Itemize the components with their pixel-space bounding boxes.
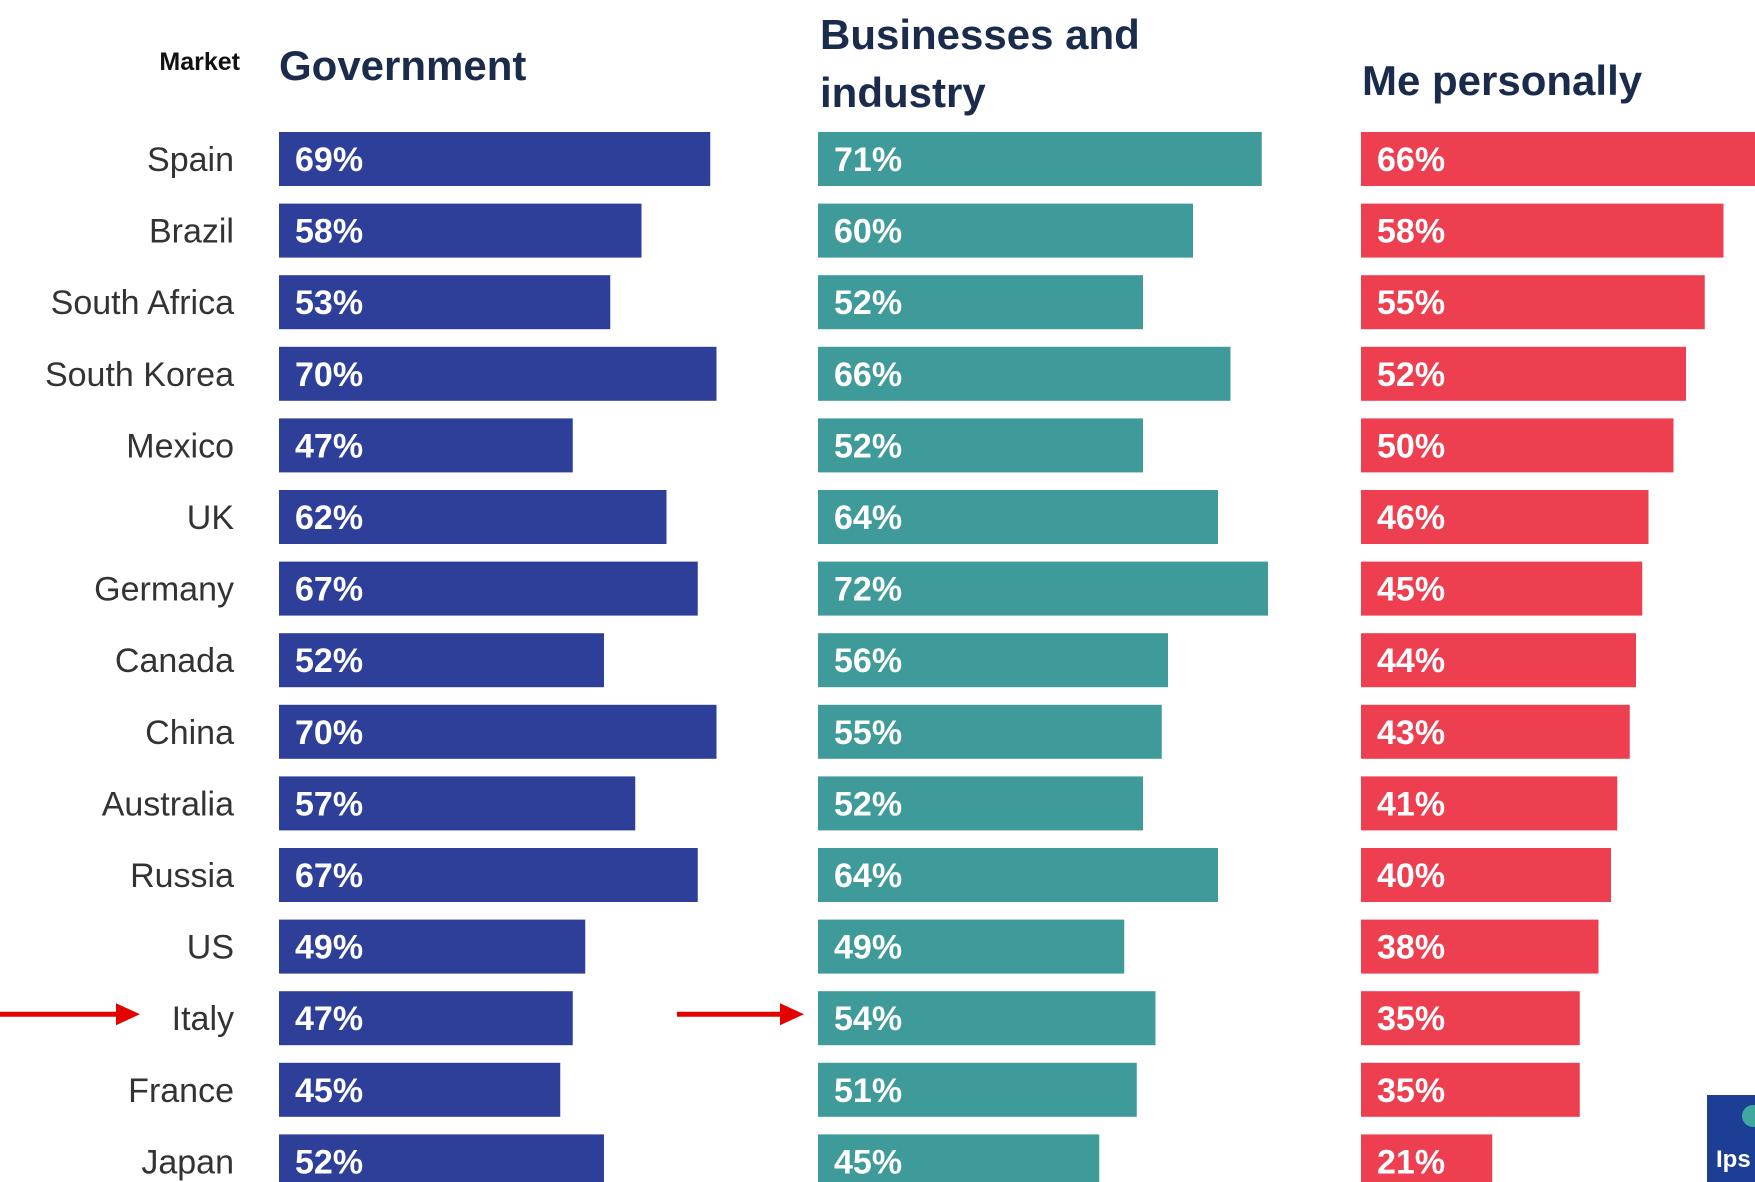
data-label-government-germany: 67% <box>295 571 363 609</box>
data-label-government-uk: 62% <box>295 499 363 537</box>
category-label-china: China <box>145 714 234 752</box>
red-arrow-left <box>0 1003 140 1025</box>
data-label-government-japan: 52% <box>295 1143 363 1181</box>
data-label-me-personally-japan: 21% <box>1377 1143 1445 1181</box>
data-label-me-personally-australia: 41% <box>1377 785 1445 823</box>
category-labels: Spain Brazil South Africa South Korea Mexico… <box>45 141 234 1181</box>
data-label-businesses-and-industry-russia: 64% <box>834 857 902 895</box>
data-label-me-personally-us: 38% <box>1377 929 1445 967</box>
data-label-businesses-and-industry-uk: 64% <box>834 499 902 537</box>
data-label-me-personally-mexico: 50% <box>1377 427 1445 465</box>
series-header-businesses-and-industry: Businesses and industry <box>820 11 1140 116</box>
data-label-me-personally-spain: 66% <box>1377 141 1445 179</box>
data-label-businesses-and-industry-south-korea: 66% <box>834 356 902 394</box>
data-label-government-south-korea: 70% <box>295 356 363 394</box>
data-label-government-france: 45% <box>295 1072 363 1110</box>
data-label-government-brazil: 58% <box>295 213 363 251</box>
category-label-spain: Spain <box>147 141 234 179</box>
category-label-us: US <box>187 929 234 967</box>
data-label-government-spain: 69% <box>295 141 363 179</box>
data-label-government-italy: 47% <box>295 1000 363 1038</box>
data-label-businesses-and-industry-australia: 52% <box>834 785 902 823</box>
data-label-businesses-and-industry-italy: 54% <box>834 1000 902 1038</box>
category-label-russia: Russia <box>130 857 234 895</box>
data-label-government-us: 49% <box>295 929 363 967</box>
category-label-uk: UK <box>187 499 235 537</box>
data-label-businesses-and-industry-france: 51% <box>834 1072 902 1110</box>
data-label-me-personally-canada: 44% <box>1377 642 1445 680</box>
category-label-canada: Canada <box>115 642 234 680</box>
data-label-businesses-and-industry-spain: 71% <box>834 141 902 179</box>
category-label-south-africa: South Africa <box>51 284 234 322</box>
data-label-me-personally-uk: 46% <box>1377 499 1445 537</box>
data-label-me-personally-south-korea: 52% <box>1377 356 1445 394</box>
data-label-government-mexico: 47% <box>295 427 363 465</box>
category-header: Market <box>159 48 240 76</box>
category-label-south-korea: South Korea <box>45 356 234 394</box>
category-label-japan: Japan <box>141 1143 234 1181</box>
data-label-businesses-and-industry-canada: 56% <box>834 642 902 680</box>
series-header-government: Government <box>279 42 526 89</box>
series-header-me-personally: Me personally <box>1362 57 1643 104</box>
data-label-businesses-and-industry-brazil: 60% <box>834 213 902 251</box>
data-label-government-china: 70% <box>295 714 363 752</box>
category-label-france: France <box>128 1072 234 1110</box>
category-label-brazil: Brazil <box>149 213 234 251</box>
logo: Ips <box>1707 1095 1755 1182</box>
data-label-me-personally-france: 35% <box>1377 1072 1445 1110</box>
data-label-businesses-and-industry-japan: 45% <box>834 1143 902 1181</box>
data-label-me-personally-china: 43% <box>1377 714 1445 752</box>
data-label-businesses-and-industry-china: 55% <box>834 714 902 752</box>
bar-groups: 69% 71% 66% 58% 60% 58% 53% 52% 55% 70% 66% 52% 47% 5… <box>279 132 1755 1182</box>
red-arrow-middle <box>677 1003 804 1025</box>
data-label-government-australia: 57% <box>295 785 363 823</box>
data-label-me-personally-south-africa: 55% <box>1377 284 1445 322</box>
data-label-businesses-and-industry-south-africa: 52% <box>834 284 902 322</box>
category-label-germany: Germany <box>94 571 234 609</box>
logo-text: Ips <box>1716 1146 1751 1173</box>
data-label-businesses-and-industry-mexico: 52% <box>834 427 902 465</box>
data-label-me-personally-italy: 35% <box>1377 1000 1445 1038</box>
data-label-businesses-and-industry-germany: 72% <box>834 571 902 609</box>
data-label-me-personally-germany: 45% <box>1377 571 1445 609</box>
data-label-government-south-africa: 53% <box>295 284 363 322</box>
data-label-businesses-and-industry-us: 49% <box>834 929 902 967</box>
category-label-italy: Italy <box>172 1000 234 1038</box>
category-label-australia: Australia <box>102 785 234 823</box>
data-label-me-personally-russia: 40% <box>1377 857 1445 895</box>
data-label-government-canada: 52% <box>295 642 363 680</box>
data-label-government-russia: 67% <box>295 857 363 895</box>
category-label-mexico: Mexico <box>126 427 234 465</box>
data-label-me-personally-brazil: 58% <box>1377 213 1445 251</box>
